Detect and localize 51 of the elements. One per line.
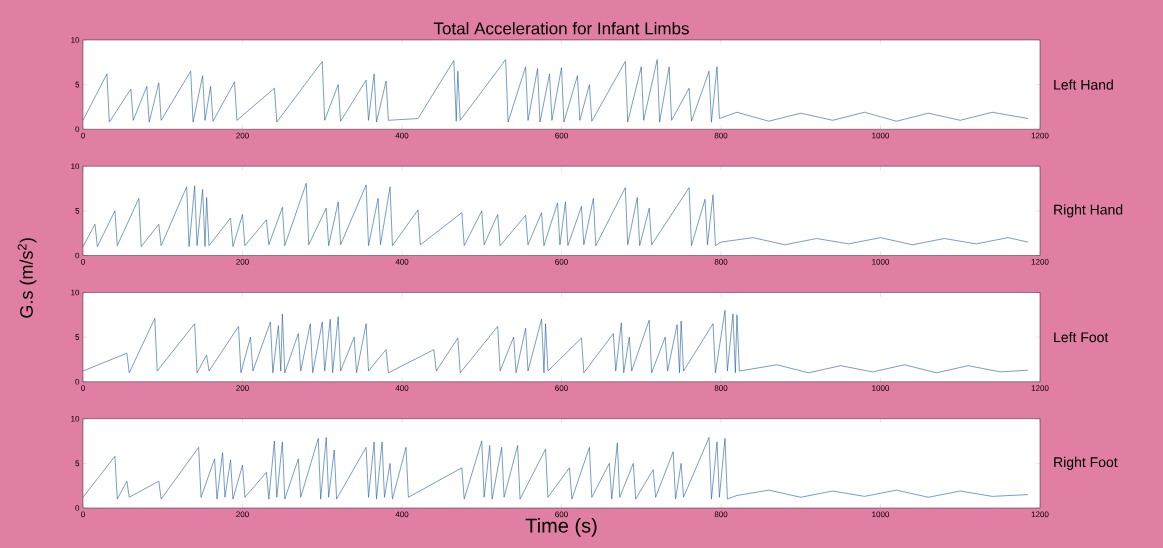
x-tick-label: 600 xyxy=(555,259,568,265)
line-series xyxy=(82,310,1029,374)
x-tick-label: 200 xyxy=(236,385,249,391)
x-tick-label: 600 xyxy=(555,385,568,391)
line-series xyxy=(82,182,1029,247)
y-tick-label: 10 xyxy=(71,415,80,422)
y-tick-label: 0 xyxy=(75,505,80,511)
x-tick-label: 200 xyxy=(236,511,249,518)
y-tick-label: 0 xyxy=(75,378,80,385)
x-tick-label: 800 xyxy=(714,259,728,265)
line-series xyxy=(82,59,1029,123)
x-tick-label: 1200 xyxy=(1031,385,1049,391)
chart-title: Total Acceleration for Infant Limbs xyxy=(433,21,689,35)
y-tick-label: 5 xyxy=(75,208,80,214)
y-tick-label: 5 xyxy=(75,81,80,88)
x-axis-title: Time (s) xyxy=(525,518,597,537)
x-tick-label: 1000 xyxy=(872,132,890,139)
y-tick-label: 5 xyxy=(75,334,80,340)
x-tick-label: 1200 xyxy=(1031,132,1049,139)
y-tick-label: 10 xyxy=(71,163,80,170)
x-tick-label: 800 xyxy=(714,511,728,518)
text: Left Hand xyxy=(1054,79,1113,90)
x-tick-label: 0 xyxy=(81,259,85,265)
x-tick-label: 0 xyxy=(81,385,85,391)
x-tick-label: 1000 xyxy=(872,259,890,265)
x-tick-label: 400 xyxy=(395,385,409,391)
x-tick-label: 200 xyxy=(236,259,249,265)
y-tick-label: 10 xyxy=(71,289,80,296)
text: Left Foot xyxy=(1054,331,1109,343)
x-tick-label: 600 xyxy=(555,511,568,518)
y-axis-title: G.s (m/s$^{2}$) xyxy=(17,238,37,318)
x-tick-label: 1200 xyxy=(1031,511,1049,518)
x-tick-label: 400 xyxy=(395,132,409,139)
x-tick-label: 200 xyxy=(236,132,249,139)
x-tick-label: 0 xyxy=(81,132,85,139)
x-tick-label: 1200 xyxy=(1031,259,1049,265)
x-tick-label: 1000 xyxy=(872,385,890,391)
y-tick-label: 0 xyxy=(75,252,80,259)
x-tick-label: 800 xyxy=(714,385,728,391)
x-tick-label: 1000 xyxy=(872,511,890,518)
x-tick-label: 400 xyxy=(395,259,409,265)
x-tick-label: 0 xyxy=(81,511,85,518)
y-tick-label: 0 xyxy=(75,126,80,133)
x-tick-label: 400 xyxy=(395,511,409,518)
x-tick-label: 600 xyxy=(555,132,568,139)
text: Right Hand xyxy=(1054,204,1123,218)
x-tick-label: 800 xyxy=(714,132,728,139)
text: Right Foot xyxy=(1054,456,1118,470)
y-tick-label: 5 xyxy=(75,460,80,467)
line-series xyxy=(82,437,1029,500)
y-tick-label: 10 xyxy=(71,37,80,43)
